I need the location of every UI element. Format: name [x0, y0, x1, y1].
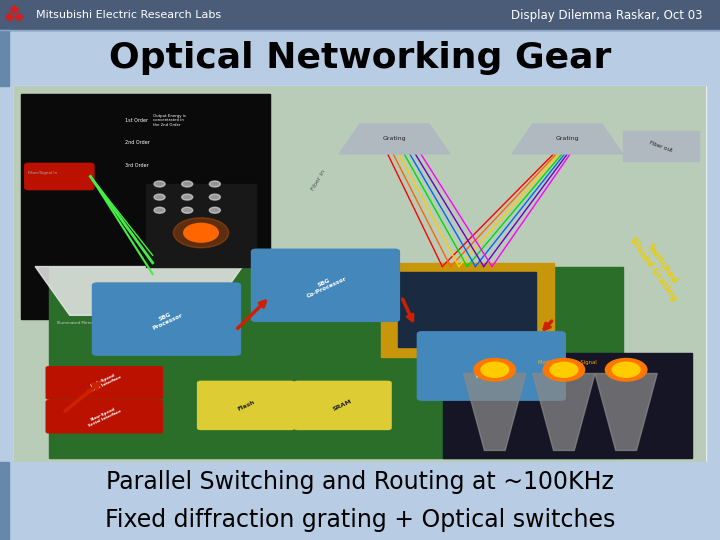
Bar	[145, 184, 256, 267]
Text: Fiber out: Fiber out	[649, 140, 673, 153]
Text: Modulation of a Signal: Modulation of a Signal	[538, 360, 597, 366]
Text: SBG
Co-Processor: SBG Co-Processor	[303, 271, 348, 299]
Polygon shape	[533, 374, 595, 450]
Bar	[0, 0, 720, 30]
FancyBboxPatch shape	[294, 381, 392, 430]
Bar	[0, 462, 9, 540]
Bar	[0, 30, 720, 86]
Text: SBG
Processor: SBG Processor	[149, 307, 184, 331]
Text: Optical Networking Gear: Optical Networking Gear	[109, 42, 611, 75]
FancyBboxPatch shape	[45, 366, 163, 400]
FancyBboxPatch shape	[417, 331, 566, 401]
Text: Fiber in: Fiber in	[310, 169, 326, 192]
Bar	[0, 30, 9, 86]
Polygon shape	[10, 5, 19, 14]
Circle shape	[181, 207, 193, 213]
Polygon shape	[623, 131, 698, 161]
Polygon shape	[15, 13, 23, 21]
Circle shape	[154, 181, 165, 187]
Text: Slow-Speed
Serial Interface: Slow-Speed Serial Interface	[86, 405, 122, 428]
Text: 3rd Order: 3rd Order	[125, 163, 149, 168]
Circle shape	[181, 194, 193, 200]
FancyBboxPatch shape	[197, 381, 295, 430]
Circle shape	[612, 362, 640, 377]
Text: Output Energy is
concentrated in
the 2nd Order: Output Energy is concentrated in the 2nd…	[153, 113, 186, 127]
Text: Grating: Grating	[383, 137, 406, 141]
FancyBboxPatch shape	[24, 163, 94, 190]
Polygon shape	[464, 374, 526, 450]
Text: Switched
Blazed Grating: Switched Blazed Grating	[628, 230, 687, 303]
Circle shape	[550, 362, 577, 377]
Text: 1st Order: 1st Order	[125, 118, 148, 123]
Text: SRAM: SRAM	[332, 399, 354, 412]
Bar	[443, 353, 692, 458]
Polygon shape	[595, 374, 657, 450]
Circle shape	[181, 181, 193, 187]
Bar	[14, 86, 706, 462]
Text: Fiber/Signal In: Fiber/Signal In	[28, 171, 58, 175]
Text: Raskar, Oct 03: Raskar, Oct 03	[616, 9, 702, 22]
Circle shape	[606, 359, 647, 381]
Text: High-Speed
Serial Interface: High-Speed Serial Interface	[86, 372, 122, 394]
Circle shape	[543, 359, 585, 381]
Text: SBG
Reset ASIC: SBG Reset ASIC	[473, 354, 510, 379]
Circle shape	[210, 194, 220, 200]
Circle shape	[154, 207, 165, 213]
Polygon shape	[339, 124, 450, 154]
Circle shape	[154, 194, 165, 200]
Polygon shape	[512, 124, 623, 154]
Circle shape	[174, 218, 229, 248]
Text: Grating: Grating	[556, 137, 579, 141]
Text: Optimized:
Light is diffracted
into a single order: Optimized: Light is diffracted into a si…	[145, 305, 183, 318]
Bar	[22, 94, 270, 319]
Bar	[381, 263, 554, 356]
Text: Display Dilemma: Display Dilemma	[511, 9, 612, 22]
Text: 2nd Order: 2nd Order	[125, 140, 150, 145]
FancyBboxPatch shape	[92, 282, 241, 356]
FancyBboxPatch shape	[45, 400, 163, 434]
Text: Flash: Flash	[236, 399, 256, 411]
Circle shape	[210, 207, 220, 213]
Polygon shape	[35, 267, 243, 315]
FancyBboxPatch shape	[251, 248, 400, 322]
Polygon shape	[6, 13, 14, 21]
Circle shape	[474, 359, 516, 381]
Text: Fixed diffraction grating + Optical switches: Fixed diffraction grating + Optical swit…	[105, 508, 615, 532]
Text: Illuminated Mirrors: Illuminated Mirrors	[58, 321, 96, 325]
Bar	[0, 462, 720, 540]
Text: Mitsubishi Electric Research Labs: Mitsubishi Electric Research Labs	[36, 10, 221, 20]
Circle shape	[481, 362, 508, 377]
Text: Parallel Switching and Routing at ~100KHz: Parallel Switching and Routing at ~100KH…	[106, 470, 614, 494]
Polygon shape	[49, 267, 623, 458]
Bar	[398, 272, 536, 347]
Circle shape	[184, 224, 218, 242]
Circle shape	[210, 181, 220, 187]
